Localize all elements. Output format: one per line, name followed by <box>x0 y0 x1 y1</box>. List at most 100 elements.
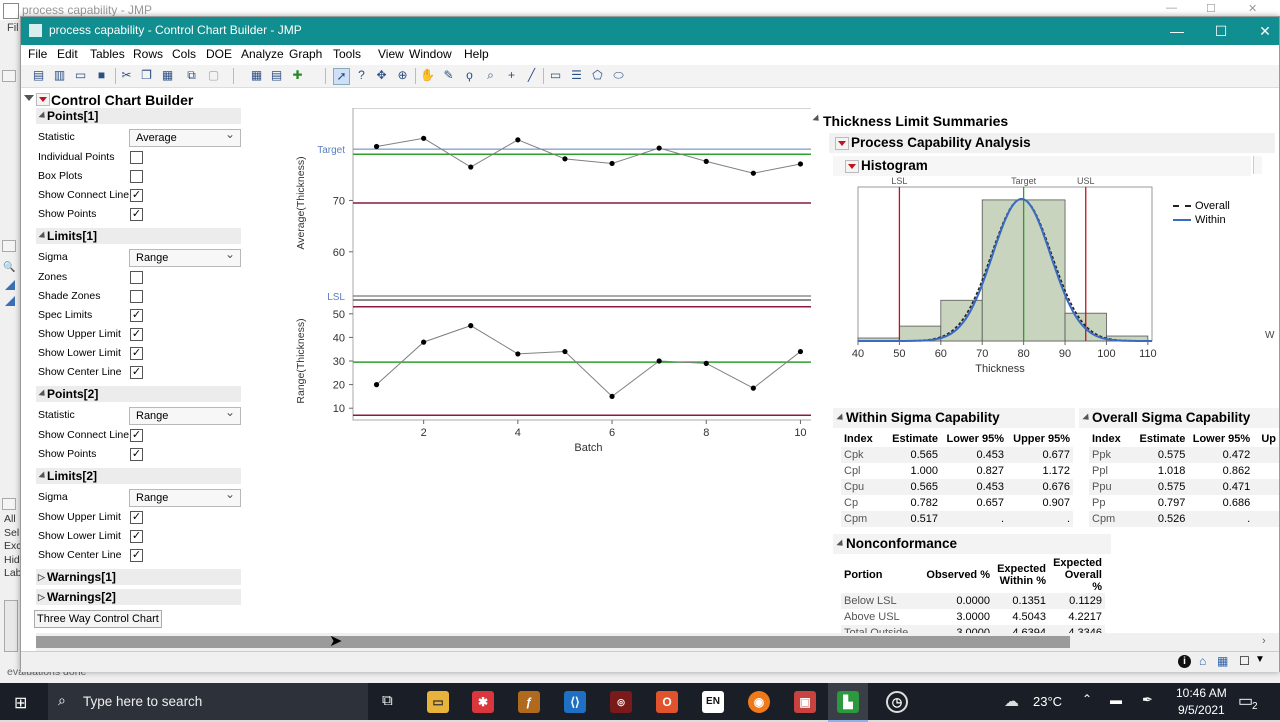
within-disclosure-icon[interactable] <box>836 413 846 423</box>
menu-view[interactable]: View <box>378 47 404 61</box>
crosshair-tool-icon[interactable]: ⊕ <box>397 68 408 82</box>
weather-temp[interactable]: 23°C <box>1033 694 1063 709</box>
file-explorer-icon[interactable]: ▭ <box>427 691 449 713</box>
limits1-checkbox[interactable] <box>130 290 143 303</box>
menu-tables[interactable]: Tables <box>90 47 125 61</box>
capability-red-triangle-icon[interactable] <box>835 137 849 150</box>
red-triangle-menu-icon[interactable] <box>36 93 50 106</box>
menu-graph[interactable]: Graph <box>289 47 323 61</box>
points1-header[interactable]: Points[1] <box>36 108 241 124</box>
histogram-red-triangle-icon[interactable] <box>845 160 859 173</box>
limits1-checkbox[interactable]: ✓ <box>130 347 143 360</box>
app-image-icon[interactable]: ▣ <box>794 691 816 713</box>
limits1-checkbox[interactable]: ✓ <box>130 328 143 341</box>
average-point[interactable] <box>703 158 709 165</box>
average-point[interactable] <box>468 164 474 170</box>
bg-menu-fragment[interactable]: Fil <box>7 22 19 34</box>
points1-checkbox[interactable]: ✓ <box>130 189 143 202</box>
points1-checkbox[interactable]: ✓ <box>130 208 143 221</box>
range-point[interactable] <box>797 348 804 355</box>
bg-red-triangle-icon[interactable] <box>2 70 16 82</box>
task-view-icon[interactable]: ⧉ <box>382 692 393 709</box>
average-point[interactable] <box>421 135 427 141</box>
vscode-icon[interactable]: ⟨⟩ <box>564 691 586 713</box>
app-red-icon[interactable]: ✱ <box>472 691 494 713</box>
menu-window[interactable]: Window <box>409 47 452 61</box>
clock-app-icon[interactable]: ◷ <box>886 691 908 713</box>
menu-cols[interactable]: Cols <box>172 47 197 61</box>
lock-icon[interactable]: ▢ <box>207 68 220 82</box>
open-icon[interactable]: ▭ <box>74 68 87 82</box>
expand-icon[interactable]: ▷ <box>38 592 45 602</box>
line-tool-icon[interactable]: ╱ <box>527 68 536 82</box>
app-brown-icon[interactable]: ƒ <box>518 691 540 713</box>
new-data-table-icon[interactable]: ▤ <box>32 68 45 82</box>
menu-help[interactable]: Help <box>464 47 489 61</box>
limits1-header[interactable]: Limits[1] <box>36 228 241 244</box>
limits2-header[interactable]: Limits[2] <box>36 468 241 484</box>
menu-doe[interactable]: DOE <box>206 47 233 61</box>
collapse-disclosure-icon[interactable] <box>24 95 34 101</box>
nonconformance-disclosure-icon[interactable] <box>836 539 846 549</box>
average-point[interactable] <box>609 160 615 167</box>
taskbar-date[interactable]: 9/5/2021 <box>1178 703 1225 717</box>
arrow-tool-icon[interactable]: ➚ <box>333 68 350 85</box>
menu-analyze[interactable]: Analyze <box>241 47 284 61</box>
tray-chevron-icon[interactable]: ⌃ <box>1082 692 1093 706</box>
menu-rows[interactable]: Rows <box>133 47 164 61</box>
average-point[interactable] <box>515 137 521 143</box>
range-point[interactable] <box>609 393 615 399</box>
expand-icon[interactable]: ▷ <box>38 572 45 582</box>
limits2-checkbox[interactable]: ✓ <box>130 511 143 524</box>
points2-checkbox[interactable]: ✓ <box>130 448 143 461</box>
summaries-disclosure-icon[interactable] <box>812 114 822 124</box>
limits2-checkbox[interactable]: ✓ <box>130 549 143 562</box>
limits1-checkbox[interactable] <box>130 271 143 284</box>
average-point[interactable] <box>373 143 380 150</box>
help-tool-icon[interactable]: ? <box>358 68 365 82</box>
range-point[interactable] <box>373 382 380 388</box>
range-point[interactable] <box>515 351 521 357</box>
range-point[interactable] <box>468 323 474 329</box>
taskbar-time[interactable]: 10:46 AM <box>1176 686 1227 700</box>
notification-icon[interactable]: ▭ <box>1238 693 1254 710</box>
warnings2-header[interactable]: ▷ Warnings[2] <box>36 589 241 605</box>
average-point[interactable] <box>750 170 756 176</box>
limits1-sigma-dropdown[interactable]: Range <box>129 246 241 267</box>
range-point[interactable] <box>750 385 756 391</box>
menu-tools[interactable]: Tools <box>333 47 362 61</box>
points1-checkbox[interactable] <box>130 151 143 164</box>
grabber-tool-icon[interactable]: ✋ <box>420 68 435 82</box>
battery-icon[interactable]: ▬ <box>1110 693 1122 707</box>
selection-tool-icon[interactable]: ✥ <box>376 68 387 82</box>
layout-dropdown-icon[interactable]: ▼ <box>1255 654 1265 665</box>
annotate-tool-icon[interactable]: ▭ <box>549 68 562 82</box>
limits1-checkbox[interactable]: ✓ <box>130 366 143 379</box>
clipboard-icon[interactable]: ⧉ <box>187 68 196 82</box>
bg-close-icon[interactable]: ✕ <box>1248 3 1258 15</box>
app-dark-red-icon[interactable]: ◎ <box>610 691 632 713</box>
average-point[interactable] <box>656 145 662 151</box>
bg-minimize-icon[interactable]: — <box>1166 2 1177 14</box>
menu-file[interactable]: File <box>28 47 48 61</box>
points2-checkbox[interactable]: ✓ <box>130 429 143 442</box>
horizontal-scrollbar[interactable]: › <box>36 633 1279 651</box>
three-way-control-chart-button[interactable]: Three Way Control Chart <box>34 610 162 628</box>
lasso-tool-icon[interactable]: ϙ <box>466 68 473 82</box>
overall-disclosure-icon[interactable] <box>1082 413 1092 423</box>
office-icon[interactable]: O <box>656 691 678 713</box>
jmp-taskbar-button[interactable]: ▙ <box>828 683 868 722</box>
range-point[interactable] <box>421 339 427 345</box>
warnings1-header[interactable]: ▷ Warnings[1] <box>36 569 241 585</box>
bg-red-triangle-icon-3[interactable] <box>2 498 16 510</box>
bg-scroll-thumb[interactable] <box>4 600 18 652</box>
limits2-checkbox[interactable]: ✓ <box>130 530 143 543</box>
range-point[interactable] <box>703 360 709 366</box>
average-point[interactable] <box>562 156 568 162</box>
bg-search-icon[interactable]: 🔍 <box>3 262 16 273</box>
close-icon[interactable]: ✕ <box>1259 23 1271 39</box>
window-list-icon[interactable]: ▦ <box>1217 654 1229 668</box>
language-icon[interactable]: EN <box>702 691 724 713</box>
pen-icon[interactable]: ✒ <box>1142 692 1153 707</box>
layout-icon[interactable]: ☐ <box>1239 654 1250 668</box>
